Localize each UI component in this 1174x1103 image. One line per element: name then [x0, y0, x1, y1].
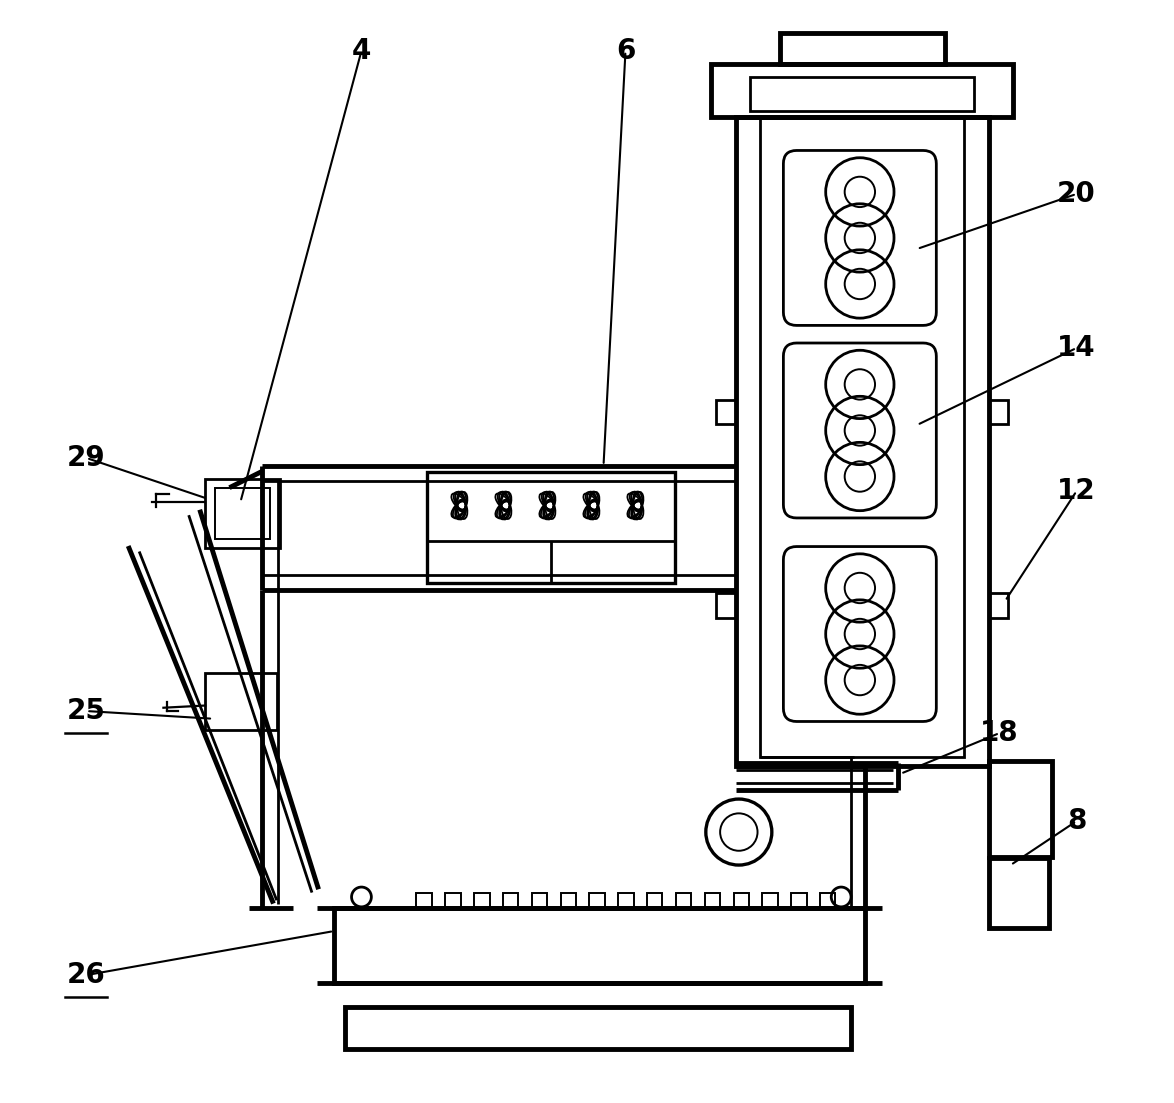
Bar	[734, 892, 749, 908]
Bar	[502, 892, 519, 908]
Text: 12: 12	[1058, 476, 1095, 505]
Bar	[716, 593, 736, 618]
Bar	[760, 117, 964, 758]
Text: 29: 29	[67, 445, 106, 472]
Bar	[791, 892, 807, 908]
Bar	[647, 892, 662, 908]
Bar	[819, 892, 836, 908]
Bar	[215, 488, 270, 539]
Bar	[619, 892, 634, 908]
Text: 25: 25	[67, 697, 106, 725]
Bar	[417, 892, 432, 908]
Text: 8: 8	[1067, 807, 1086, 835]
Bar	[427, 472, 675, 583]
Text: 14: 14	[1058, 334, 1095, 362]
Bar	[345, 1007, 851, 1049]
Bar	[989, 593, 1008, 618]
Bar	[561, 892, 576, 908]
Text: 6: 6	[616, 36, 635, 65]
Bar	[333, 908, 865, 983]
Bar	[676, 892, 691, 908]
Bar	[205, 673, 277, 730]
Bar	[711, 64, 1013, 117]
Text: 18: 18	[980, 719, 1019, 747]
Bar	[736, 117, 989, 767]
Bar	[474, 892, 490, 908]
Text: 20: 20	[1058, 180, 1097, 208]
Bar	[989, 399, 1008, 424]
Text: 26: 26	[67, 961, 106, 989]
Bar	[704, 892, 720, 908]
Bar	[589, 892, 605, 908]
Bar	[716, 399, 736, 424]
Bar	[762, 892, 778, 908]
Bar	[989, 858, 1050, 928]
Bar	[205, 479, 281, 548]
Bar	[532, 892, 547, 908]
Text: 4: 4	[352, 36, 371, 65]
Bar	[989, 761, 1052, 857]
Bar	[780, 33, 945, 64]
Bar	[750, 77, 974, 111]
Bar	[445, 892, 460, 908]
